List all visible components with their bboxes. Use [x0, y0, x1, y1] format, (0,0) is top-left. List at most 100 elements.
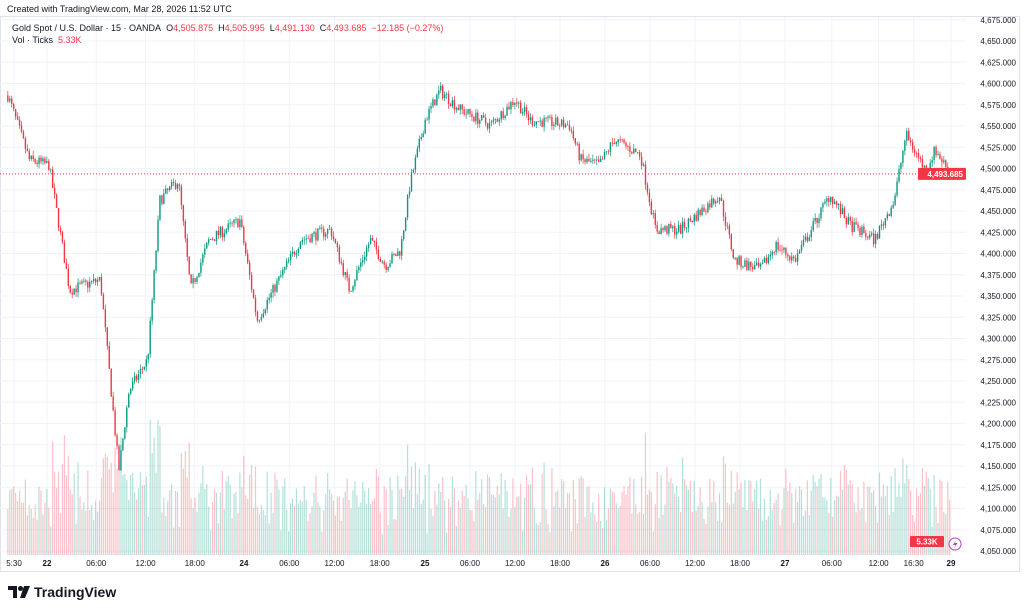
candle-body [436, 94, 438, 106]
volume-bar [274, 472, 276, 555]
volume-bar [758, 508, 760, 555]
volume-bar [147, 517, 149, 555]
grid [0, 17, 966, 555]
candle-body [451, 100, 454, 107]
candle-body [769, 254, 771, 257]
volume-bar [371, 500, 374, 555]
volume-bar [79, 496, 81, 555]
candle-body [711, 198, 713, 208]
time-tick-label: 22 [43, 559, 52, 568]
candle-body [59, 227, 62, 232]
volume-bar [317, 502, 319, 555]
candle-body [143, 366, 146, 370]
candle-body [664, 226, 666, 231]
volume-bar [309, 513, 311, 555]
volume-bar [603, 487, 606, 555]
candle-body [48, 161, 50, 171]
volume-bar [570, 531, 572, 555]
volume-bar [393, 519, 395, 555]
open-value: 4,505.875 [173, 23, 214, 33]
candle-body [886, 214, 888, 219]
time-tick-label: 06:00 [86, 559, 107, 568]
volume-bar [266, 471, 268, 555]
price-chart[interactable]: 4,675.000 4,650.000 4,625.000 4,600.000 4,57… [0, 0, 1024, 580]
volume-bar [106, 457, 108, 555]
symbol-title[interactable]: Gold Spot / U.S. Dollar · 15 · OANDA [12, 23, 162, 33]
tradingview-logo[interactable]: TradingView [8, 584, 116, 600]
candle-body [906, 130, 908, 141]
candle-body [192, 278, 194, 284]
volume-bar [855, 512, 857, 555]
candle-body [165, 188, 167, 194]
close-value: 4,493.685 [326, 23, 367, 33]
volume-bar [498, 494, 500, 555]
volume-bar [192, 507, 194, 555]
candle-body [652, 213, 654, 214]
candle-body [463, 109, 465, 115]
candle-body [34, 159, 36, 163]
volume-bar [756, 480, 758, 555]
candle-body [295, 252, 298, 255]
candle-body [328, 228, 331, 230]
candle-body [720, 197, 723, 201]
volume-bar [176, 491, 179, 555]
candle-body [422, 133, 424, 138]
last-volume-badge: 5.33K [910, 536, 944, 547]
volume-bar [496, 485, 498, 555]
candle-body [334, 239, 337, 243]
candle-body [459, 104, 461, 111]
low-label: L [269, 23, 275, 33]
volume-label[interactable]: Vol · Ticks [12, 35, 54, 45]
candle-body [309, 238, 311, 243]
candle-body [354, 280, 356, 287]
volume-bar [925, 471, 927, 555]
candle-body [785, 247, 787, 255]
candle-body [399, 251, 401, 256]
volume-bar [648, 489, 650, 555]
candle-body [112, 396, 114, 411]
time-tick-label: 06:00 [822, 559, 843, 568]
volume-bar [219, 492, 221, 555]
volume-bar [555, 492, 557, 555]
candle-body [564, 124, 567, 128]
candle-body [102, 294, 105, 310]
volume-bar [514, 507, 516, 555]
candle-body [176, 184, 179, 189]
volume-bar [416, 494, 418, 555]
candle-body [570, 129, 573, 132]
candle-body [315, 232, 317, 241]
candle-body [619, 139, 621, 141]
volume-bar [689, 480, 691, 555]
volume-bar [824, 497, 826, 555]
candle-body [128, 394, 130, 408]
volume-bar [586, 487, 588, 555]
volume-bar [783, 488, 785, 555]
candle-body [243, 227, 245, 244]
volume-bar [63, 435, 65, 555]
lightning-icon[interactable] [948, 537, 962, 551]
volume-bar [190, 498, 192, 555]
volume-bar [260, 504, 262, 555]
candle-body [718, 197, 721, 202]
volume-bar [352, 490, 354, 555]
candle-body [233, 219, 235, 224]
volume-bar [428, 464, 430, 555]
time-tick-label: 12:00 [136, 559, 157, 568]
volume-bar [440, 491, 442, 555]
candle-body [311, 234, 313, 243]
volume-bar [459, 507, 461, 555]
candle-body [822, 203, 824, 208]
volume-bar [451, 476, 454, 555]
candle-body [211, 239, 214, 240]
volume-bar [781, 509, 783, 555]
candle-body [584, 159, 586, 163]
candle-body [900, 163, 902, 170]
candle-body [96, 280, 99, 283]
time-tick-label: 24 [240, 559, 249, 568]
volume-bar [407, 444, 409, 555]
volume-bar [46, 488, 48, 555]
volume-bar [600, 520, 602, 555]
volume-bar [892, 511, 894, 555]
volume-bar [231, 518, 233, 555]
candle-body [804, 236, 807, 240]
